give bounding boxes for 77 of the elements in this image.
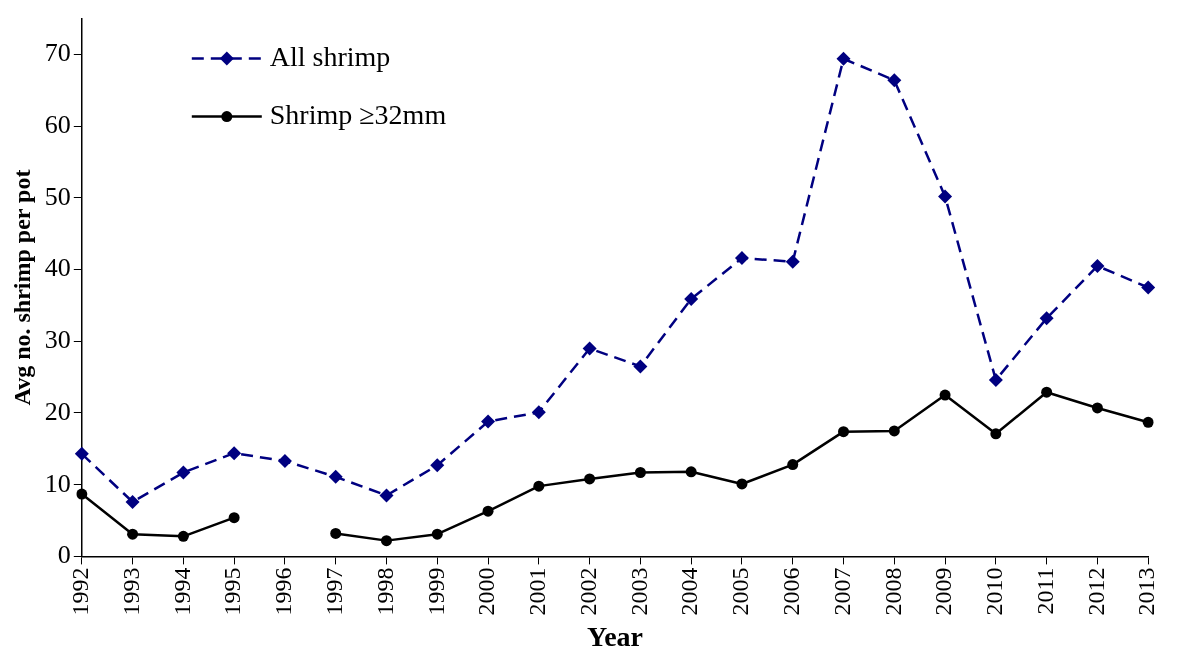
y-tick-label: 50 (44, 181, 71, 211)
point (634, 467, 646, 478)
point (277, 454, 292, 469)
x-tick-label: 2013 (1133, 567, 1160, 616)
point (1091, 402, 1103, 414)
point (177, 530, 189, 542)
point (228, 512, 240, 524)
point (531, 405, 546, 420)
point (127, 528, 139, 540)
y-tick-label: 0 (57, 540, 71, 570)
x-tick-label: 1993 (117, 567, 144, 616)
x-tick-label: 2006 (778, 567, 805, 616)
x-tick-label: 2004 (676, 567, 703, 616)
x-tick-label: 1996 (270, 567, 297, 616)
point (1039, 311, 1054, 326)
point (938, 189, 953, 204)
point (125, 494, 140, 509)
x-tick-label: 1997 (321, 567, 347, 616)
y-tick-label: 40 (44, 253, 71, 283)
point (736, 478, 748, 490)
y-axis-title: Avg no. shrimp per pot (8, 169, 35, 406)
point (533, 480, 545, 492)
x-tick-label: 2010 (981, 567, 1008, 616)
point (584, 473, 596, 485)
x-tick-label: 2011 (1031, 567, 1058, 615)
point (74, 446, 89, 461)
x-tick-label: 2012 (1082, 567, 1109, 616)
point (734, 251, 749, 266)
x-tick-label: 1999 (422, 567, 449, 616)
legend-label: All shrimp (269, 40, 391, 72)
y-tick-label: 30 (44, 325, 71, 355)
x-axis-title: Year (587, 621, 643, 653)
x-tick-label: 2007 (828, 567, 855, 616)
y-tick-label: 70 (44, 38, 71, 68)
point (838, 426, 850, 438)
x-tick-label: 1998 (371, 567, 398, 616)
point (431, 528, 443, 540)
x-tick-label: 1995 (219, 567, 246, 616)
x-tick-label: 2005 (727, 567, 754, 616)
point (988, 373, 1003, 387)
point (76, 488, 88, 500)
point (1090, 258, 1105, 273)
point (379, 488, 394, 503)
point (836, 51, 851, 66)
point (887, 73, 902, 88)
point (787, 459, 799, 471)
point (582, 341, 597, 356)
x-tick-label: 2003 (625, 567, 652, 616)
point (685, 466, 697, 478)
x-tick-label: 2000 (473, 567, 500, 616)
point (1141, 280, 1156, 295)
point (888, 425, 900, 437)
point (1142, 416, 1154, 428)
point (430, 458, 445, 473)
x-tick-label: 2002 (574, 567, 601, 616)
point (939, 389, 951, 401)
point (482, 505, 494, 517)
point (330, 527, 342, 539)
point (227, 446, 242, 461)
x-tick-label: 2001 (524, 567, 551, 616)
x-tick-label: 2009 (930, 567, 957, 616)
point (990, 428, 1002, 440)
x-tick-label: 2008 (879, 567, 906, 616)
point (1041, 386, 1053, 398)
point (328, 469, 343, 484)
point (380, 535, 392, 547)
point (785, 254, 800, 269)
x-tick-label: 1994 (168, 567, 195, 616)
y-tick-label: 10 (44, 468, 71, 498)
point (481, 414, 496, 429)
point (684, 291, 699, 306)
y-tick-label: 20 (44, 396, 71, 426)
point (176, 465, 191, 480)
legend-label: Shrimp ≥32mm (269, 98, 447, 130)
x-tick-label: 1992 (67, 567, 94, 616)
point (633, 359, 648, 374)
y-tick-label: 60 (44, 109, 71, 139)
